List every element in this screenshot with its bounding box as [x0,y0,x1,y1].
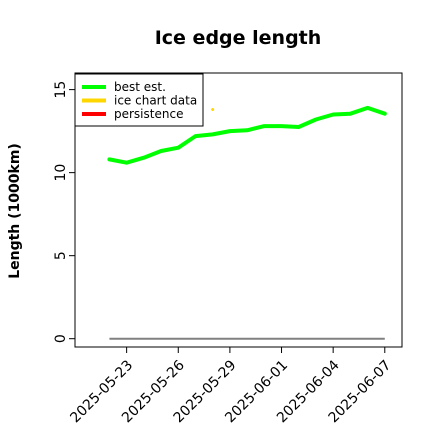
series-line-0 [107,105,387,165]
legend-label-0: best est. [114,80,166,94]
y-tick-label: 10 [53,164,69,182]
y-axis-label: Length (1000km) [7,143,23,279]
legend-label-2: persistence [114,107,183,121]
series-point-1 [211,108,215,112]
y-tick-label: 15 [53,81,69,99]
y-tick-label: 0 [53,334,69,343]
plot-area [107,105,387,340]
legend-label-1: ice chart data [114,94,197,108]
legend-box [74,73,204,127]
y-tick-label: 5 [53,251,69,260]
plot-frame [74,72,403,348]
chart-title: Ice edge length [155,27,322,49]
